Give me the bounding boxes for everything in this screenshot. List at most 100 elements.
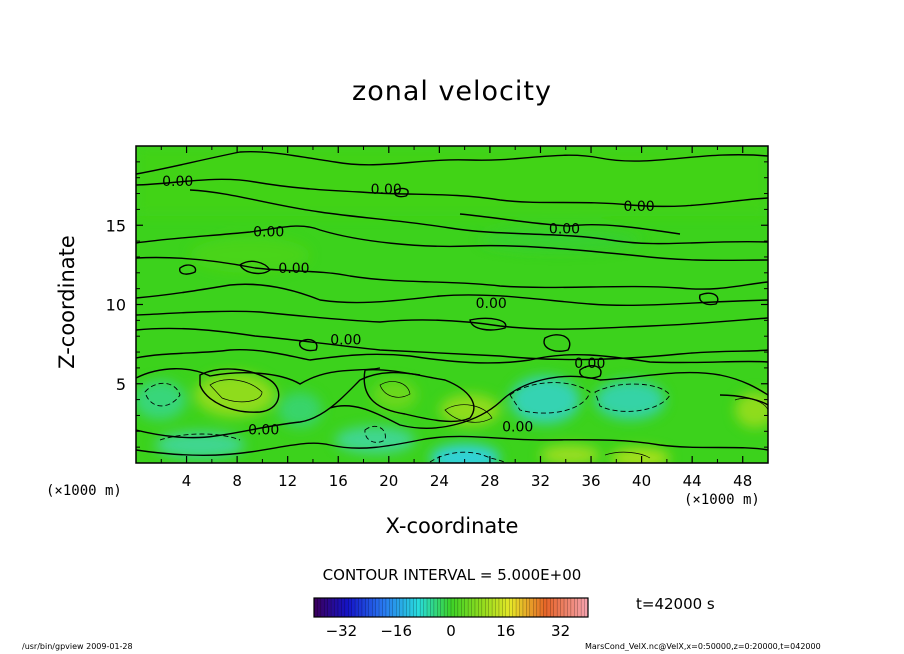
y-tick-label: 5 xyxy=(116,375,126,394)
colorbar-cell xyxy=(577,598,582,617)
x-tick-label: 20 xyxy=(379,472,398,490)
colorbar-cell xyxy=(536,598,541,617)
colorbar-cell xyxy=(427,598,431,617)
colorbar-cell xyxy=(570,598,575,617)
colorbar-cell xyxy=(526,598,531,617)
footer-source: MarsCond_VelX.nc@VelX,x=0:50000,z=0:2000… xyxy=(585,642,821,651)
colorbar-cell xyxy=(584,598,589,617)
colorbar-cell xyxy=(464,598,469,617)
contour-lines xyxy=(136,150,768,457)
colorbar-cell xyxy=(509,598,513,617)
contour-interval-label: CONTOUR INTERVAL = 5.000E+00 xyxy=(322,566,582,584)
colorbar-cell xyxy=(365,598,370,617)
contour-label: 0.00 xyxy=(623,199,654,215)
colorbar-tick-label: 32 xyxy=(551,622,570,640)
colorbar-frame xyxy=(313,597,589,618)
colorbar-cell xyxy=(492,598,496,617)
colorbar-cell xyxy=(543,598,548,617)
colorbar-cell xyxy=(447,598,452,617)
x-tick-label: 32 xyxy=(531,472,550,490)
x-unit-right: (×1000 m) xyxy=(684,492,760,508)
colorbar: −32 −16 0 16 32 xyxy=(313,597,589,640)
contour-label: 0.00 xyxy=(330,332,361,348)
colorbar-cell xyxy=(416,598,421,617)
colorbar-cell xyxy=(522,598,527,617)
contour-labels: 0.00 0.00 0.00 0.00 0.00 0.00 0.00 0.00 0.00 0.00… xyxy=(162,174,655,439)
colorbar-cell xyxy=(437,598,442,617)
colorbar-cell xyxy=(317,598,322,617)
colorbar-cell xyxy=(574,598,579,617)
contour-label: 0.00 xyxy=(278,261,309,277)
colorbar-cell xyxy=(505,598,510,617)
colorbar-cell xyxy=(512,598,517,617)
colorbar-cell xyxy=(457,598,462,617)
y-axis: 5 10 15 xyxy=(106,161,768,448)
colorbar-cell xyxy=(550,598,555,617)
colorbar-cell xyxy=(399,598,404,617)
x-tick-label: 44 xyxy=(683,472,702,490)
colorbar-cell xyxy=(382,598,387,617)
colorbar-cell xyxy=(474,598,479,617)
colorbar-cell xyxy=(331,598,335,617)
colorbar-cell xyxy=(358,598,363,617)
x-tick-label: 8 xyxy=(232,472,242,490)
colorbar-cell xyxy=(420,598,424,617)
colorbar-cell xyxy=(368,598,373,617)
contour-label: 0.00 xyxy=(574,356,605,372)
contour-label: 0.00 xyxy=(476,296,507,312)
colorbar-cell xyxy=(379,598,383,617)
y-tick-label: 15 xyxy=(106,216,126,235)
colorbar-cell xyxy=(533,598,537,617)
colorbar-cell xyxy=(327,598,332,617)
contour-label: 0.00 xyxy=(502,420,533,436)
contour-label: 0.00 xyxy=(253,225,284,241)
y-tick-label: 10 xyxy=(106,296,126,315)
time-label: t=42000 s xyxy=(636,595,715,613)
x-axis: 4 8 12 16 20 24 28 32 36 40 44 48 xyxy=(160,146,769,490)
colorbar-cell xyxy=(361,598,366,617)
colorbar-cell xyxy=(409,598,414,617)
x-unit-left: (×1000 m) xyxy=(46,483,122,499)
colorbar-cell xyxy=(557,598,561,617)
negative-contours xyxy=(144,382,671,463)
colorbar-cell xyxy=(478,598,483,617)
x-tick-label: 36 xyxy=(581,472,600,490)
colorbar-cell xyxy=(540,598,544,617)
contour-label: 0.00 xyxy=(371,182,402,198)
colorbar-cell xyxy=(430,598,435,617)
colorbar-cell xyxy=(529,598,534,617)
colorbar-cell xyxy=(324,598,328,617)
colorbar-cell xyxy=(389,598,394,617)
colorbar-cell xyxy=(403,598,407,617)
contour-label: 0.00 xyxy=(248,423,279,439)
contour-label: 0.00 xyxy=(162,174,193,190)
colorbar-cell xyxy=(320,598,325,617)
x-tick-label: 24 xyxy=(430,472,449,490)
colorbar-cell xyxy=(451,598,455,617)
colorbar-cell xyxy=(375,598,380,617)
colorbar-cell xyxy=(423,598,428,617)
colorbar-cell xyxy=(516,598,520,617)
colorbar-cell xyxy=(337,598,342,617)
colorbar-cell xyxy=(396,598,400,617)
colorbar-cell xyxy=(385,598,390,617)
x-tick-label: 40 xyxy=(632,472,651,490)
colorbar-cell xyxy=(406,598,411,617)
colorbar-cell xyxy=(498,598,503,617)
x-tick-label: 28 xyxy=(480,472,499,490)
colorbar-cell xyxy=(581,598,585,617)
colorbar-cell xyxy=(546,598,551,617)
colorbar-cell xyxy=(334,598,339,617)
colorbar-tick-label: −32 xyxy=(326,622,358,640)
colorbar-cell xyxy=(344,598,349,617)
colorbar-cell xyxy=(488,598,493,617)
x-tick-label: 4 xyxy=(182,472,192,490)
colorbar-tick-label: −16 xyxy=(380,622,412,640)
x-tick-label: 12 xyxy=(278,472,297,490)
colorbar-cell xyxy=(355,598,359,617)
colorbar-cell xyxy=(560,598,565,617)
colorbar-cell xyxy=(440,598,445,617)
colorbar-cell xyxy=(495,598,500,617)
colorbar-cell xyxy=(468,598,472,617)
colorbar-cell xyxy=(348,598,352,617)
